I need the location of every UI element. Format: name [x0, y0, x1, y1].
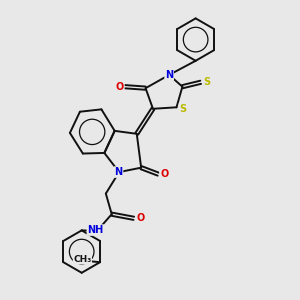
Text: O: O: [116, 82, 124, 92]
Text: NH: NH: [87, 225, 104, 235]
Text: S: S: [179, 104, 187, 114]
Text: O: O: [160, 169, 168, 179]
Text: N: N: [114, 167, 123, 177]
Text: CH₃: CH₃: [73, 255, 92, 264]
Text: N: N: [165, 70, 173, 80]
Text: O: O: [136, 213, 144, 223]
Text: S: S: [204, 77, 211, 87]
